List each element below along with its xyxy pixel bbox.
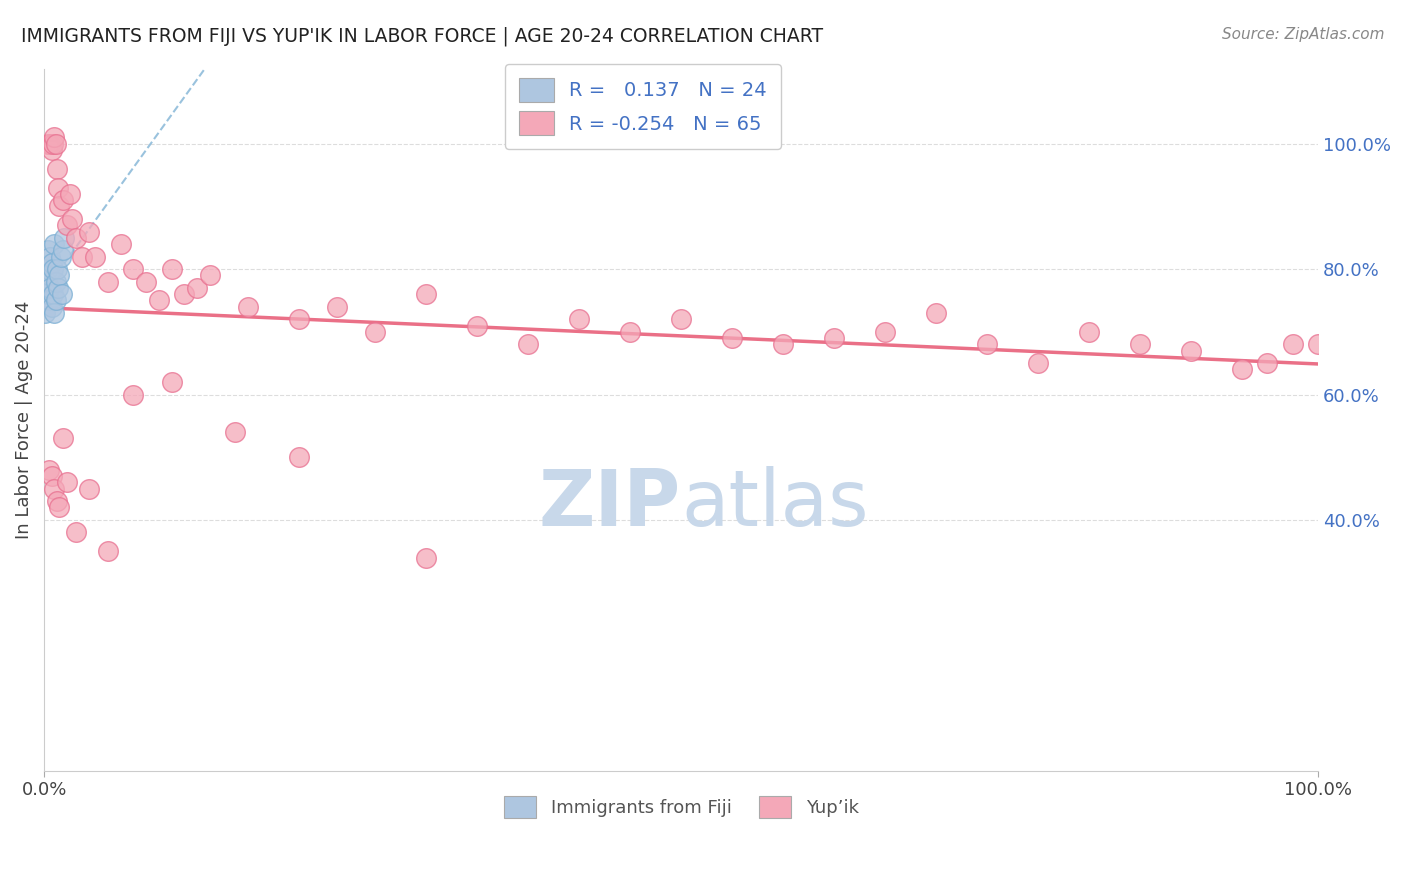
Point — [288, 450, 311, 465]
Point — [721, 331, 744, 345]
Point — [619, 325, 641, 339]
Point — [45, 136, 67, 151]
Point — [65, 231, 87, 245]
Point — [97, 275, 120, 289]
Point — [46, 281, 69, 295]
Point — [45, 494, 67, 508]
Point — [56, 475, 79, 490]
Point — [42, 287, 65, 301]
Point — [173, 287, 195, 301]
Text: Source: ZipAtlas.com: Source: ZipAtlas.com — [1222, 27, 1385, 42]
Point — [122, 262, 145, 277]
Point — [288, 312, 311, 326]
Point — [517, 337, 540, 351]
Point — [44, 130, 66, 145]
Point — [39, 250, 62, 264]
Point — [925, 306, 948, 320]
Point — [65, 525, 87, 540]
Point — [873, 325, 896, 339]
Point — [49, 250, 72, 264]
Text: atlas: atlas — [681, 466, 869, 541]
Point — [110, 237, 132, 252]
Point — [465, 318, 488, 333]
Point — [35, 275, 58, 289]
Point — [77, 225, 100, 239]
Y-axis label: In Labor Force | Age 20-24: In Labor Force | Age 20-24 — [15, 301, 32, 539]
Point — [186, 281, 208, 295]
Point — [415, 550, 437, 565]
Point — [122, 387, 145, 401]
Point — [45, 161, 67, 176]
Point — [41, 143, 63, 157]
Point — [415, 287, 437, 301]
Point — [1077, 325, 1099, 339]
Point — [1026, 356, 1049, 370]
Point — [39, 136, 62, 151]
Point — [34, 306, 56, 320]
Point — [1129, 337, 1152, 351]
Point — [976, 337, 998, 351]
Point — [41, 256, 63, 270]
Point — [52, 244, 75, 258]
Point — [326, 300, 349, 314]
Legend: Immigrants from Fiji, Yup’ik: Immigrants from Fiji, Yup’ik — [496, 789, 866, 825]
Point — [44, 237, 66, 252]
Point — [37, 244, 59, 258]
Point — [84, 250, 107, 264]
Point — [52, 431, 75, 445]
Point — [44, 482, 66, 496]
Point — [38, 293, 60, 308]
Point — [568, 312, 591, 326]
Point — [823, 331, 845, 345]
Point — [48, 500, 70, 515]
Point — [41, 469, 63, 483]
Point — [224, 425, 246, 439]
Text: ZIP: ZIP — [538, 466, 681, 541]
Point — [97, 544, 120, 558]
Point — [48, 268, 70, 283]
Point — [44, 306, 66, 320]
Point — [72, 250, 94, 264]
Point — [53, 231, 76, 245]
Point — [52, 193, 75, 207]
Point — [45, 262, 67, 277]
Point — [45, 293, 67, 308]
Point — [60, 211, 83, 226]
Point — [198, 268, 221, 283]
Point — [35, 287, 58, 301]
Point — [1180, 343, 1202, 358]
Point — [46, 180, 69, 194]
Point — [669, 312, 692, 326]
Point — [56, 219, 79, 233]
Point — [1281, 337, 1303, 351]
Point — [51, 287, 73, 301]
Point — [38, 268, 60, 283]
Point — [135, 275, 157, 289]
Point — [58, 186, 80, 201]
Point — [37, 136, 59, 151]
Point — [39, 281, 62, 295]
Point — [77, 482, 100, 496]
Point — [1256, 356, 1278, 370]
Point — [42, 136, 65, 151]
Point — [148, 293, 170, 308]
Point — [236, 300, 259, 314]
Point — [160, 262, 183, 277]
Point — [1230, 362, 1253, 376]
Point — [772, 337, 794, 351]
Point — [42, 262, 65, 277]
Point — [48, 199, 70, 213]
Point — [37, 262, 59, 277]
Text: IMMIGRANTS FROM FIJI VS YUP'IK IN LABOR FORCE | AGE 20-24 CORRELATION CHART: IMMIGRANTS FROM FIJI VS YUP'IK IN LABOR … — [21, 27, 824, 46]
Point — [160, 375, 183, 389]
Point — [1308, 337, 1330, 351]
Point — [38, 463, 60, 477]
Point — [45, 275, 67, 289]
Point — [364, 325, 387, 339]
Point — [41, 300, 63, 314]
